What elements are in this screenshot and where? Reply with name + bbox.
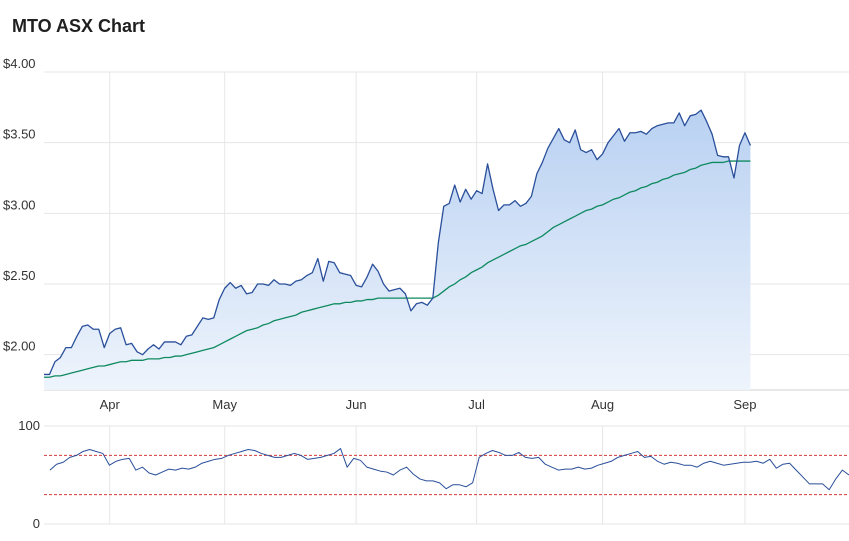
xtick-label: Jul bbox=[468, 397, 485, 412]
label-layer: $2.00 $2.50 $3.00 $3.50 $4.00 Apr May Jun Jul Aug… bbox=[3, 56, 757, 531]
price-ytick-label: $2.50 bbox=[3, 268, 36, 283]
price-ytick-label: $4.00 bbox=[3, 56, 36, 71]
price-line bbox=[44, 109, 752, 376]
xtick-label: Sep bbox=[733, 397, 756, 412]
price-ytick-label: $2.00 bbox=[3, 339, 36, 354]
price-layer bbox=[44, 109, 752, 390]
price-ytick-label: $3.50 bbox=[3, 127, 36, 142]
xtick-label: Jun bbox=[346, 397, 367, 412]
rsi-ytick-label: 100 bbox=[18, 418, 40, 433]
xtick-label: Aug bbox=[591, 397, 614, 412]
price-area-fill bbox=[44, 110, 751, 390]
price-ytick-label: $3.00 bbox=[3, 197, 36, 212]
chart-title: MTO ASX Chart bbox=[12, 16, 146, 36]
rsi-ytick-label: 0 bbox=[33, 516, 40, 531]
rsi-layer bbox=[44, 448, 849, 496]
xtick-label: Apr bbox=[100, 397, 121, 412]
xtick-label: May bbox=[212, 397, 237, 412]
rsi-line bbox=[49, 448, 849, 491]
moving-average-line bbox=[44, 160, 751, 378]
